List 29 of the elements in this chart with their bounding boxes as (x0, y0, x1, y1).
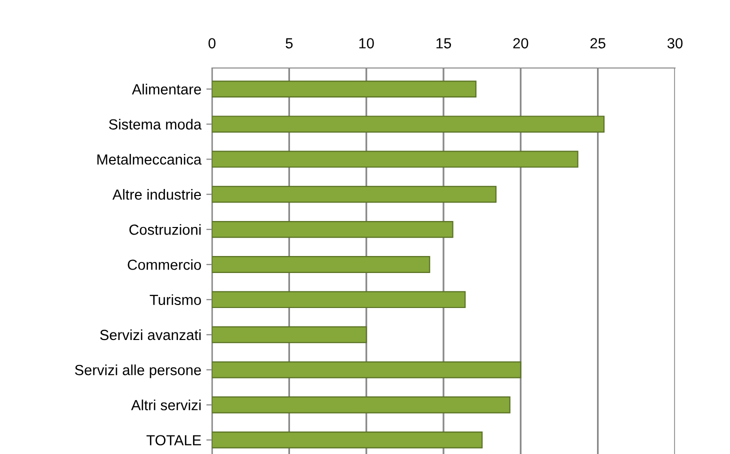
bar (212, 150, 578, 168)
y-tick-label: Turismo (150, 294, 201, 306)
x-tick-label: 20 (513, 38, 528, 48)
bar (212, 256, 430, 273)
bar (212, 116, 605, 133)
y-tick-label: Servizi avanzati (100, 329, 201, 340)
bar (212, 80, 476, 98)
y-tick-label: Altre industrie (112, 189, 201, 200)
bar (212, 326, 367, 344)
y-tick-label: Costruzioni (129, 224, 201, 235)
y-tick-label: Metalmeccanica (97, 154, 202, 165)
bar (212, 396, 510, 414)
x-tick-label: 30 (667, 38, 683, 48)
y-tick-label: Alimentare (132, 84, 201, 94)
bar (212, 220, 454, 238)
y-tick-label: Sistema moda (109, 118, 202, 130)
x-tick-label: 15 (436, 38, 451, 48)
y-tick-label: TOTALE (146, 435, 201, 446)
bar (212, 432, 483, 448)
y-tick-label: Servizi alle persone (74, 364, 201, 378)
x-tick-label: 10 (359, 38, 374, 48)
y-tick-label: Altri servizi (131, 400, 201, 410)
x-tick-label: 5 (286, 38, 293, 48)
y-tick-label: Commercio (128, 259, 201, 270)
x-tick-label: 25 (590, 38, 606, 48)
x-tick-label: 0 (208, 38, 216, 48)
bar (212, 186, 497, 203)
bar (212, 361, 522, 378)
bar (212, 291, 466, 308)
